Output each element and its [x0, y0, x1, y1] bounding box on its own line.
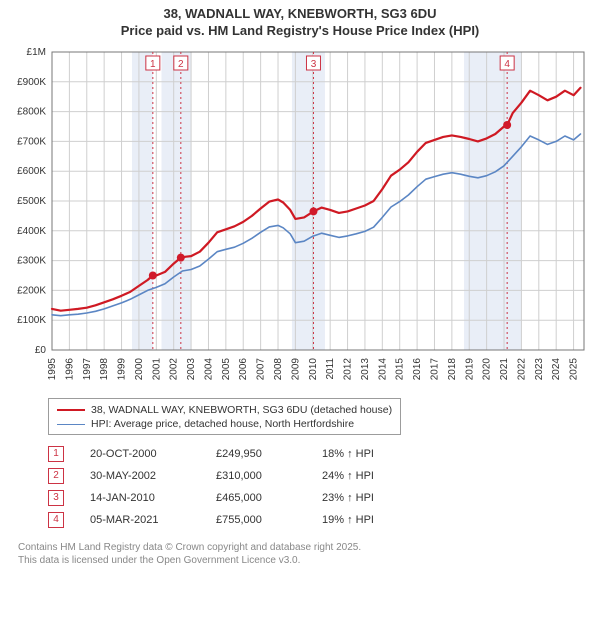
sale-price: £310,000	[216, 470, 296, 482]
sales-row: 2 30-MAY-2002 £310,000 24% ↑ HPI	[48, 465, 592, 487]
svg-text:£800K: £800K	[17, 106, 46, 117]
footer: Contains HM Land Registry data © Crown c…	[18, 541, 592, 567]
svg-text:2017: 2017	[429, 357, 440, 380]
svg-text:2023: 2023	[534, 357, 545, 380]
legend-label: 38, WADNALL WAY, KNEBWORTH, SG3 6DU (det…	[91, 403, 392, 417]
svg-text:2020: 2020	[482, 357, 493, 380]
sales-row: 3 14-JAN-2010 £465,000 23% ↑ HPI	[48, 487, 592, 509]
svg-text:2: 2	[178, 59, 184, 70]
sale-date: 30-MAY-2002	[90, 470, 190, 482]
svg-text:1995: 1995	[47, 357, 58, 380]
svg-text:2005: 2005	[221, 357, 232, 380]
chart-svg: £0 £100K £200K £300K £400K £500K £600K £700K £80…	[8, 46, 592, 394]
svg-text:2018: 2018	[447, 357, 458, 380]
svg-text:2014: 2014	[377, 357, 388, 380]
sale-marker-number: 1	[48, 446, 64, 462]
svg-text:2000: 2000	[134, 357, 145, 380]
title-line-2: Price paid vs. HM Land Registry's House …	[8, 23, 592, 40]
sale-price: £249,950	[216, 448, 296, 460]
svg-text:2021: 2021	[499, 357, 510, 380]
svg-text:£500K: £500K	[17, 196, 46, 207]
sale-pct: 19% ↑ HPI	[322, 514, 412, 526]
svg-text:£100K: £100K	[17, 315, 46, 326]
sale-price: £755,000	[216, 514, 296, 526]
sales-row: 1 20-OCT-2000 £249,950 18% ↑ HPI	[48, 443, 592, 465]
svg-text:2013: 2013	[360, 357, 371, 380]
svg-text:2007: 2007	[256, 357, 267, 380]
sale-marker-number: 3	[48, 490, 64, 506]
svg-text:4: 4	[504, 59, 510, 70]
sale-marker-number: 2	[48, 468, 64, 484]
sale-marker-number: 4	[48, 512, 64, 528]
chart-area: £0 £100K £200K £300K £400K £500K £600K £700K £80…	[8, 46, 592, 394]
svg-text:£300K: £300K	[17, 255, 46, 266]
svg-text:2006: 2006	[238, 357, 249, 380]
svg-text:1: 1	[150, 59, 156, 70]
svg-text:2003: 2003	[186, 357, 197, 380]
svg-text:2022: 2022	[516, 357, 527, 380]
svg-text:£600K: £600K	[17, 166, 46, 177]
svg-text:£400K: £400K	[17, 226, 46, 237]
svg-text:2009: 2009	[290, 357, 301, 380]
svg-text:2012: 2012	[343, 357, 354, 380]
svg-text:1997: 1997	[82, 357, 93, 380]
sale-pct: 24% ↑ HPI	[322, 470, 412, 482]
svg-text:£1M: £1M	[27, 47, 46, 58]
svg-text:2019: 2019	[464, 357, 475, 380]
sale-date: 05-MAR-2021	[90, 514, 190, 526]
legend: 38, WADNALL WAY, KNEBWORTH, SG3 6DU (det…	[48, 398, 401, 435]
svg-text:£900K: £900K	[17, 77, 46, 88]
legend-swatch	[57, 424, 85, 425]
footer-line-2: This data is licensed under the Open Gov…	[18, 554, 592, 567]
sale-price: £465,000	[216, 492, 296, 504]
svg-text:2025: 2025	[569, 357, 580, 380]
svg-text:2010: 2010	[308, 357, 319, 380]
svg-text:£0: £0	[35, 345, 47, 356]
sale-date: 20-OCT-2000	[90, 448, 190, 460]
svg-text:2024: 2024	[551, 357, 562, 380]
svg-text:2004: 2004	[203, 357, 214, 380]
legend-row: HPI: Average price, detached house, Nort…	[57, 417, 392, 431]
legend-row: 38, WADNALL WAY, KNEBWORTH, SG3 6DU (det…	[57, 403, 392, 417]
svg-text:2011: 2011	[325, 357, 336, 379]
sale-pct: 18% ↑ HPI	[322, 448, 412, 460]
svg-text:2002: 2002	[169, 357, 180, 380]
sale-date: 14-JAN-2010	[90, 492, 190, 504]
footer-line-1: Contains HM Land Registry data © Crown c…	[18, 541, 592, 554]
svg-text:1996: 1996	[64, 357, 75, 380]
legend-swatch	[57, 409, 85, 411]
svg-text:£200K: £200K	[17, 285, 46, 296]
chart-titles: 38, WADNALL WAY, KNEBWORTH, SG3 6DU Pric…	[8, 6, 592, 40]
sales-table: 1 20-OCT-2000 £249,950 18% ↑ HPI 2 30-MAY-200…	[48, 443, 592, 531]
title-line-1: 38, WADNALL WAY, KNEBWORTH, SG3 6DU	[8, 6, 592, 23]
legend-label: HPI: Average price, detached house, Nort…	[91, 417, 354, 431]
svg-text:2016: 2016	[412, 357, 423, 380]
svg-text:3: 3	[311, 59, 317, 70]
svg-text:2001: 2001	[151, 357, 162, 380]
sale-pct: 23% ↑ HPI	[322, 492, 412, 504]
svg-text:1999: 1999	[117, 357, 128, 380]
sales-row: 4 05-MAR-2021 £755,000 19% ↑ HPI	[48, 509, 592, 531]
svg-text:£700K: £700K	[17, 136, 46, 147]
svg-text:2008: 2008	[273, 357, 284, 380]
svg-text:1998: 1998	[99, 357, 110, 380]
svg-text:2015: 2015	[395, 357, 406, 380]
